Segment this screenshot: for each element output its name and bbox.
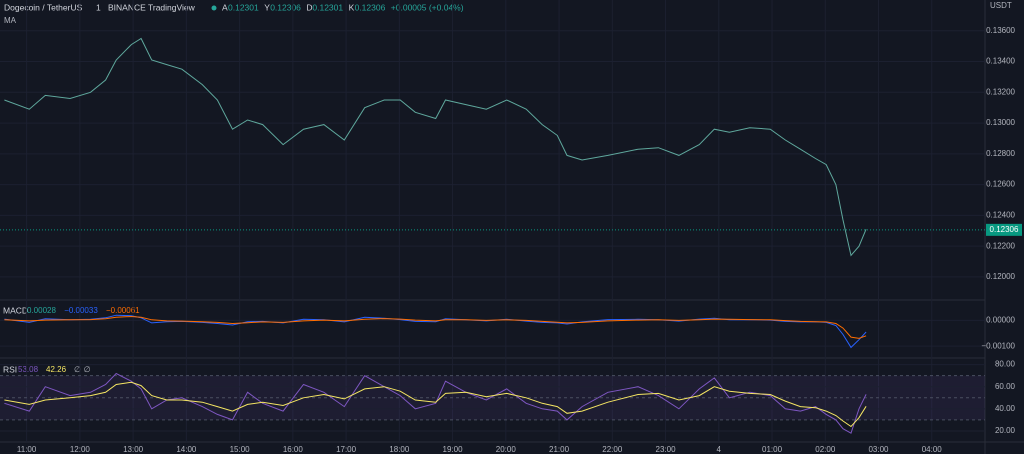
x-tick-label: 12:00 [70,445,91,454]
ohlc-value: 0.12301 [228,2,259,12]
x-tick-label: 19:00 [443,445,464,454]
x-tick-label: 15:00 [230,445,251,454]
x-tick-label: 13:00 [123,445,144,454]
series-line [4,37,867,257]
exchange: BINANCE [108,2,146,12]
y-tick-label: 60.00 [995,382,1016,391]
y-tick-label: 0.13600 [986,26,1015,35]
ohlc-label: Y [264,2,270,12]
last-price-box [986,223,1022,236]
ohlc-value: 0.12306 [355,2,386,12]
macd-value: 0.00028 [27,306,56,315]
brand: TradingView [148,2,196,12]
macd-value: −0.00033 [64,306,98,315]
rsi-value: ∅ [74,365,81,374]
x-tick-label: 02:00 [815,445,836,454]
ohlc-label: K [349,2,355,12]
y-tick-label: 20.00 [995,426,1016,435]
y-tick-label: 0.00000 [986,315,1015,324]
y-tick-label: 0.12200 [986,241,1015,250]
y-tick-label: 0.12400 [986,210,1015,219]
ma-label[interactable]: MA [4,16,17,25]
y-tick-label: 0.12600 [986,180,1015,189]
currency[interactable]: USDT [990,1,1012,10]
last-price-label: 0.12306 [990,225,1019,234]
x-tick-label: 17:00 [336,445,357,454]
change: +0.00005 (+0.04%) [391,2,464,12]
x-tick-label: 23:00 [656,445,677,454]
x-tick-label: 11:00 [17,445,37,454]
y-tick-label: 80.00 [995,360,1016,369]
series-line [4,372,867,434]
interval[interactable]: 1 [96,2,101,12]
x-tick-label: 22:00 [602,445,623,454]
ohlc-label: A [222,2,228,12]
rsi-value: ∅ [84,365,91,374]
series-line [4,381,867,428]
x-tick-label: 21:00 [549,445,570,454]
rsi-value: 53.08 [18,365,39,374]
series-line [4,315,867,339]
macd-value: −0.00061 [106,306,140,315]
ohlc-label: D [306,2,312,12]
y-tick-label: −0.00100 [981,341,1015,350]
y-tick-label: 0.13400 [986,57,1015,66]
x-tick-label: 14:00 [176,445,197,454]
ohlc-value: 0.12306 [270,2,301,12]
x-tick-label: 01:00 [762,445,783,454]
x-tick-label: 16:00 [283,445,304,454]
x-tick-label: 04:00 [922,445,943,454]
x-tick-label: 20:00 [496,445,517,454]
x-tick-label: 4 [717,445,722,454]
symbol[interactable]: Dogecoin / TetherUS [4,2,83,12]
y-tick-label: 40.00 [995,404,1016,413]
legend: Dogecoin / TetherUS 1 BINANCE TradingVie… [3,1,1012,374]
y-tick-label: 0.13200 [986,87,1015,96]
macd-label[interactable]: MACD [3,305,28,315]
rsi-value: 42.26 [46,365,67,374]
status-dot [211,5,217,11]
y-tick-label: 0.12000 [986,272,1015,281]
y-tick-label: 0.12800 [986,149,1015,158]
x-tick-label: 18:00 [389,445,410,454]
ohlc-value: 0.12301 [312,2,343,12]
rsi-label[interactable]: RSI [3,364,17,374]
y-tick-label: 0.13000 [986,118,1015,127]
x-tick-label: 03:00 [868,445,889,454]
